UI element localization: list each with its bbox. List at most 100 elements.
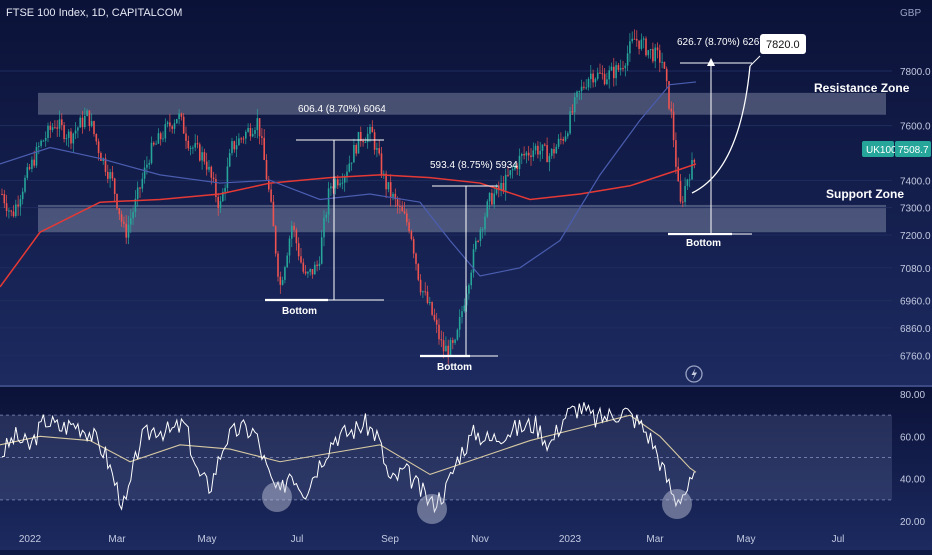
candle[interactable] — [475, 237, 477, 253]
candle[interactable] — [12, 205, 15, 218]
candle[interactable] — [297, 237, 300, 261]
candle[interactable] — [470, 269, 472, 290]
candle[interactable] — [461, 306, 463, 324]
candle[interactable] — [215, 173, 217, 203]
candle[interactable] — [603, 68, 606, 86]
candle[interactable] — [686, 178, 689, 190]
candle[interactable] — [235, 135, 238, 158]
candle[interactable] — [205, 152, 208, 176]
candle[interactable] — [458, 309, 461, 338]
candle[interactable] — [54, 120, 56, 129]
candle[interactable] — [371, 120, 374, 133]
candle[interactable] — [675, 132, 677, 174]
candle[interactable] — [51, 123, 54, 133]
candle[interactable] — [196, 135, 199, 149]
candle[interactable] — [693, 158, 696, 169]
candle[interactable] — [633, 29, 636, 40]
candle[interactable] — [270, 183, 272, 204]
candle[interactable] — [212, 171, 215, 183]
candle[interactable] — [406, 209, 408, 226]
candle[interactable] — [240, 136, 242, 144]
candle[interactable] — [417, 263, 420, 282]
candle[interactable] — [360, 126, 362, 147]
candle[interactable] — [613, 57, 615, 87]
candle[interactable] — [79, 115, 81, 128]
candle[interactable] — [688, 173, 691, 188]
candle[interactable] — [132, 207, 134, 225]
candle[interactable] — [463, 298, 466, 313]
candle[interactable] — [447, 339, 449, 365]
candle[interactable] — [281, 276, 284, 286]
candle[interactable] — [567, 131, 569, 139]
candle[interactable] — [622, 60, 624, 72]
candle[interactable] — [392, 191, 394, 201]
candle[interactable] — [516, 162, 518, 176]
candle[interactable] — [81, 110, 84, 134]
candle[interactable] — [107, 164, 109, 184]
candle[interactable] — [472, 243, 475, 278]
candle[interactable] — [341, 173, 344, 190]
candle[interactable] — [330, 182, 332, 196]
candle[interactable] — [456, 328, 459, 341]
candle[interactable] — [691, 152, 693, 181]
candle[interactable] — [553, 143, 555, 159]
candle[interactable] — [97, 138, 100, 161]
candle[interactable] — [442, 331, 445, 359]
candle[interactable] — [49, 121, 52, 138]
candle[interactable] — [203, 148, 206, 165]
candle[interactable] — [40, 139, 42, 149]
candle[interactable] — [527, 145, 530, 161]
candle[interactable] — [74, 122, 77, 140]
candle[interactable] — [31, 156, 33, 173]
candle[interactable] — [159, 131, 162, 146]
candle[interactable] — [592, 69, 594, 88]
candle[interactable] — [141, 172, 144, 193]
candle[interactable] — [162, 131, 164, 143]
candle[interactable] — [399, 197, 401, 214]
candle[interactable] — [477, 239, 479, 243]
candle[interactable] — [104, 153, 107, 176]
candle[interactable] — [95, 133, 98, 145]
candle[interactable] — [541, 144, 544, 159]
candle[interactable] — [488, 192, 491, 210]
candle[interactable] — [56, 120, 58, 137]
candle[interactable] — [663, 61, 666, 70]
candle[interactable] — [148, 159, 150, 170]
candle[interactable] — [507, 165, 509, 178]
candle[interactable] — [530, 148, 532, 166]
candle[interactable] — [654, 44, 656, 69]
candle[interactable] — [293, 222, 295, 238]
candle[interactable] — [355, 143, 357, 157]
candle[interactable] — [504, 168, 507, 201]
candle[interactable] — [387, 182, 390, 193]
candle[interactable] — [380, 146, 383, 178]
candle[interactable] — [127, 215, 130, 245]
candle[interactable] — [70, 128, 72, 150]
candle[interactable] — [656, 42, 659, 59]
candle[interactable] — [150, 136, 153, 165]
candle[interactable] — [493, 187, 495, 209]
candle[interactable] — [426, 285, 429, 305]
candle[interactable] — [3, 189, 6, 209]
candle[interactable] — [120, 210, 123, 227]
candle[interactable] — [284, 265, 286, 284]
candle[interactable] — [585, 79, 587, 90]
candle[interactable] — [26, 162, 29, 181]
candle[interactable] — [134, 190, 137, 218]
candle[interactable] — [10, 209, 12, 217]
candle[interactable] — [587, 77, 590, 91]
candle[interactable] — [302, 258, 305, 274]
candle[interactable] — [642, 36, 645, 49]
candle[interactable] — [346, 164, 348, 183]
candle[interactable] — [537, 141, 539, 159]
candle[interactable] — [274, 225, 277, 257]
candle[interactable] — [251, 127, 254, 138]
candle[interactable] — [500, 175, 502, 197]
candle[interactable] — [208, 160, 210, 173]
candle[interactable] — [109, 168, 111, 188]
candle[interactable] — [33, 150, 35, 168]
candle[interactable] — [189, 145, 192, 156]
candle[interactable] — [176, 118, 178, 124]
candle[interactable] — [171, 124, 173, 134]
candle[interactable] — [624, 63, 627, 77]
